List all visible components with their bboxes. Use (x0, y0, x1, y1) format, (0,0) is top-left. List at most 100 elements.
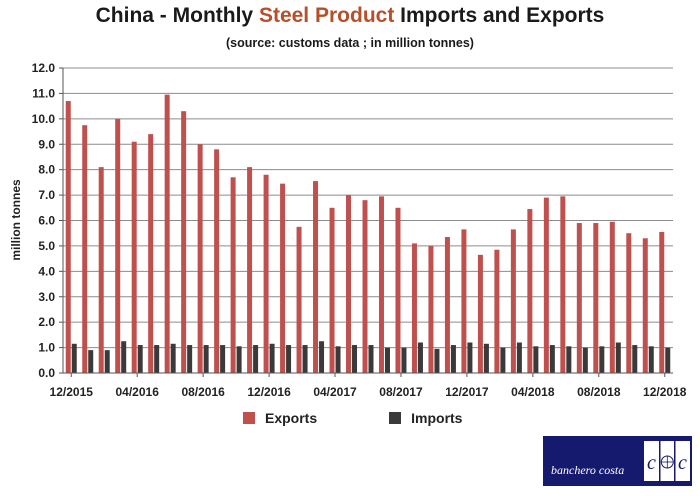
import-bar (467, 342, 473, 373)
import-bar (434, 348, 440, 373)
y-tick-label: 5.0 (38, 239, 55, 253)
import-bar (121, 341, 127, 373)
y-tick-label: 2.0 (38, 315, 55, 329)
y-tick-label: 10.0 (32, 112, 56, 126)
y-tick-label: 4.0 (38, 264, 55, 278)
import-bar (615, 342, 621, 373)
import-bar (71, 343, 77, 373)
import-bar (450, 345, 456, 373)
export-bar (115, 118, 121, 373)
y-tick-label: 0.0 (38, 366, 55, 380)
export-bar (329, 207, 335, 373)
export-bar (131, 141, 137, 373)
x-tick-label: 08/2016 (181, 385, 225, 399)
import-bar (104, 350, 110, 373)
x-tick-labels: 12/2015 04/2016 08/2016 12/2016 04/2017 08/20… (50, 385, 687, 399)
y-tick-label: 6.0 (38, 214, 55, 228)
bar-chart: 0.0 1.0 2.0 3.0 4.0 5.0 6.0 7.0 8.0 9.0 10.0 11.0 12… (9, 61, 687, 399)
import-bar (154, 345, 160, 373)
import-bar (319, 341, 325, 373)
export-bar (313, 181, 319, 373)
y-tick-label: 3.0 (38, 290, 55, 304)
chart-title-highlight: Steel Product (258, 4, 395, 27)
import-bar (203, 345, 209, 373)
banchero-costa-logo: banchero costa c c (543, 436, 692, 486)
bars (65, 94, 671, 374)
import-bar (384, 347, 390, 373)
chart-title-prefix: China - Monthly (95, 4, 259, 27)
x-tick-label: 04/2016 (115, 385, 159, 399)
import-bar (187, 345, 193, 373)
export-bar (527, 209, 533, 373)
import-bar (599, 346, 605, 373)
logo-text: banchero costa (551, 463, 625, 477)
export-bar (247, 167, 253, 373)
x-tick-label: 08/2017 (379, 385, 423, 399)
export-bar (576, 223, 582, 373)
import-bar (269, 343, 275, 373)
export-bar (395, 207, 401, 373)
import-bar (648, 346, 654, 373)
export-bar (461, 229, 467, 373)
axes (59, 67, 673, 377)
export-bar (378, 196, 384, 373)
y-tick-label: 11.0 (32, 86, 55, 100)
svg-text:c: c (678, 452, 687, 474)
y-tick-label: 12.0 (32, 61, 56, 75)
import-bar (335, 346, 341, 373)
y-tick-label: 8.0 (38, 163, 55, 177)
import-bar (566, 346, 572, 373)
export-bar (346, 195, 352, 373)
export-bar (197, 144, 203, 373)
import-bar (533, 346, 539, 373)
export-bar (411, 243, 417, 373)
legend: Exports Imports (243, 409, 534, 427)
export-bar (428, 245, 434, 373)
import-bar (170, 343, 176, 373)
legend-label-exports: Exports (265, 410, 318, 426)
legend-swatch-exports (243, 412, 255, 424)
export-bar (560, 196, 566, 373)
legend-item-exports: Exports (243, 410, 317, 426)
import-bar (253, 345, 259, 373)
import-bar (220, 345, 226, 373)
export-bar (510, 229, 516, 373)
import-bar (516, 342, 522, 373)
legend-label-imports: Imports (411, 410, 463, 426)
export-bar (230, 177, 236, 373)
export-bar (593, 223, 599, 373)
chart-title: China - Monthly Steel Product Imports an… (0, 4, 700, 28)
import-bar (137, 345, 143, 373)
import-bar (632, 345, 638, 373)
export-bar (362, 200, 368, 373)
export-bar (181, 111, 187, 373)
export-bar (477, 254, 483, 373)
chart-subtitle: (source: customs data ; in million tonne… (226, 36, 474, 50)
import-bar (302, 345, 308, 373)
export-bar (98, 167, 104, 373)
export-bar (642, 238, 648, 373)
export-bar (296, 226, 302, 373)
import-bar (582, 347, 588, 373)
bc-logo-icon: c c (644, 441, 690, 481)
export-bar (263, 174, 269, 373)
x-tick-label: 04/2017 (313, 385, 357, 399)
import-bar (665, 347, 671, 373)
y-tick-labels: 0.0 1.0 2.0 3.0 4.0 5.0 6.0 7.0 8.0 9.0 10.0 11.0 12… (32, 61, 56, 380)
y-axis-label: million tonnes (9, 179, 23, 261)
export-bar (164, 94, 170, 373)
export-bar (214, 149, 220, 373)
y-tick-label: 7.0 (38, 188, 55, 202)
export-bar (659, 231, 665, 373)
export-bar (65, 101, 71, 374)
import-bar (417, 342, 423, 373)
svg-text:c: c (647, 452, 656, 474)
x-tick-label: 12/2018 (643, 385, 687, 399)
export-bar (280, 183, 286, 373)
x-tick-label: 12/2016 (247, 385, 291, 399)
import-bar (236, 346, 242, 373)
import-bar (483, 343, 489, 373)
import-bar (500, 347, 506, 373)
y-tick-label: 9.0 (38, 137, 55, 151)
export-bar (494, 249, 500, 373)
